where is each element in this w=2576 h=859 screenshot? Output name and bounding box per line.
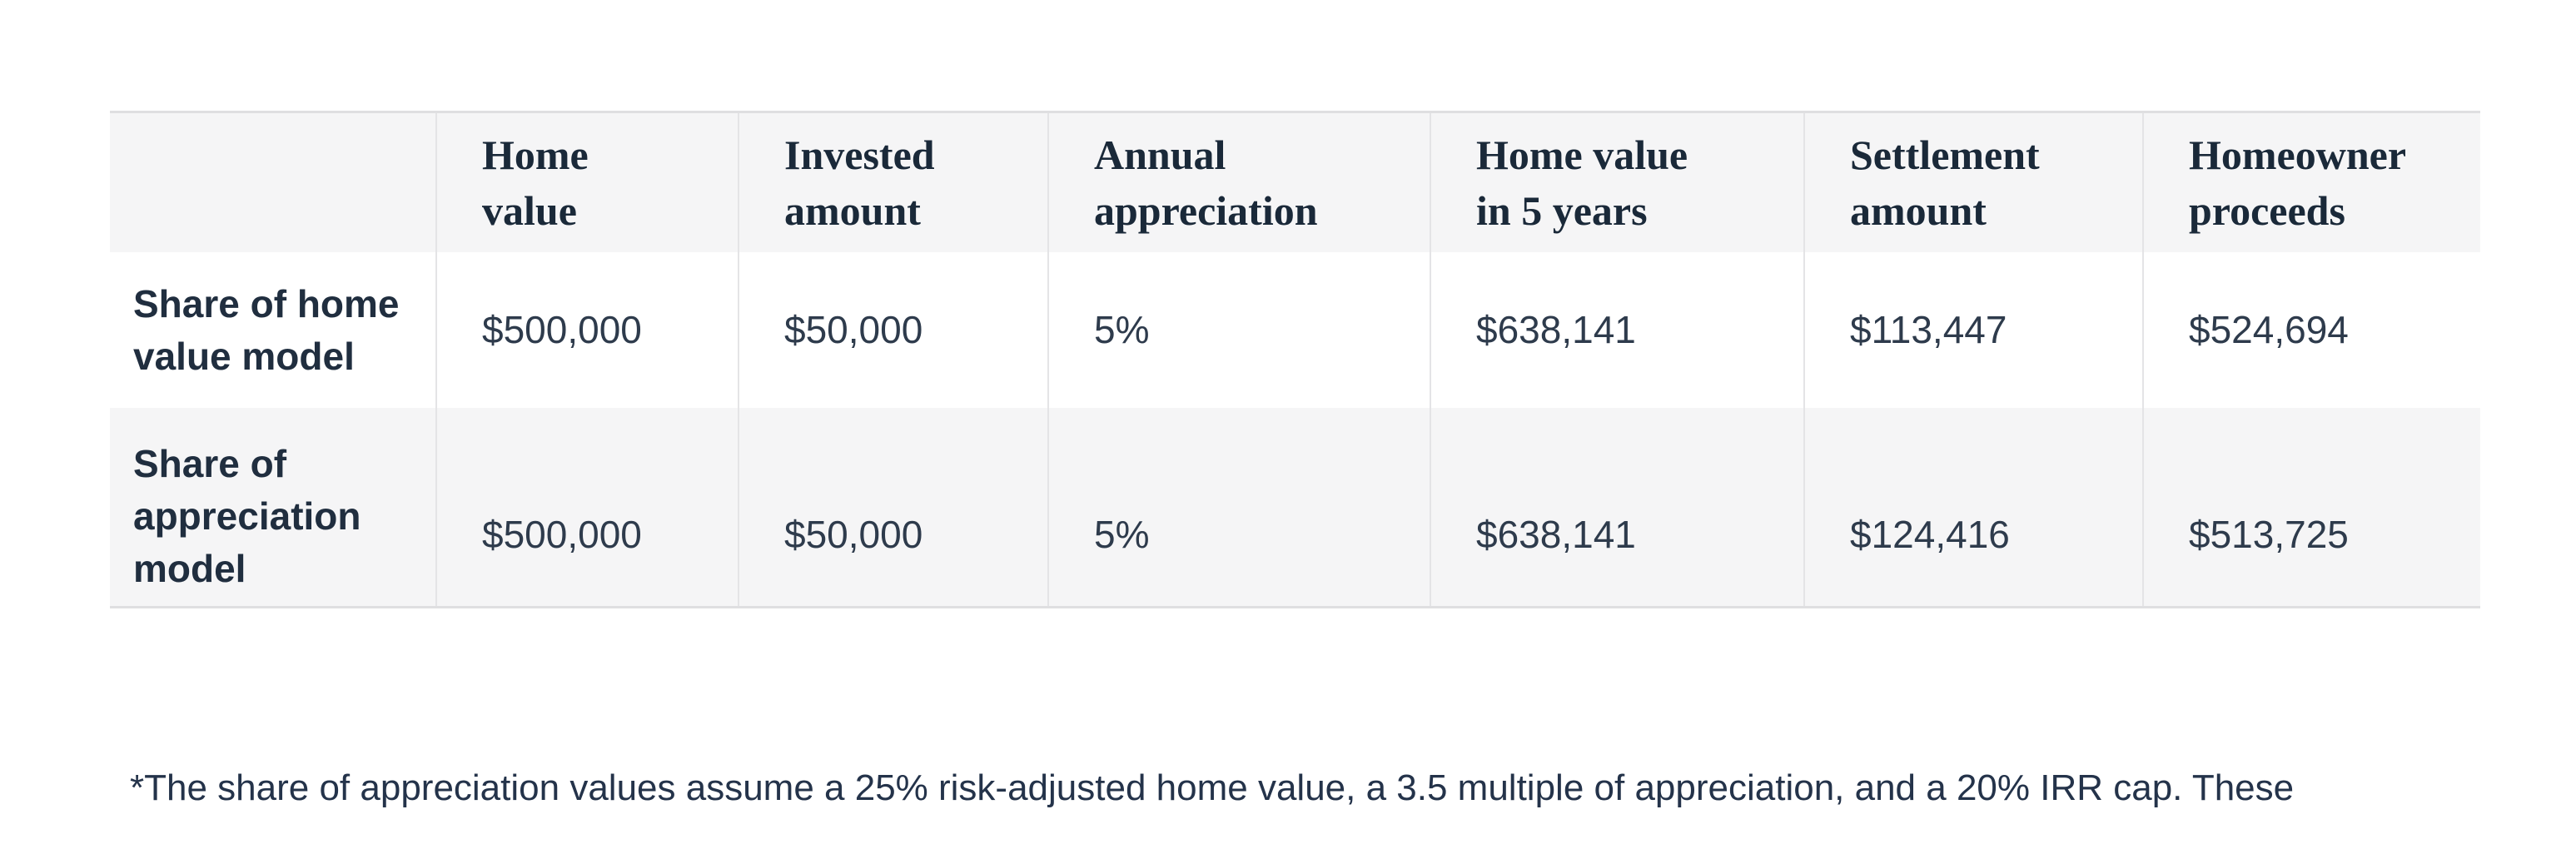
column-header-home-value-in-5-years: Home value in 5 years	[1430, 113, 1804, 252]
corner-header-cell	[110, 113, 436, 252]
cell-row1-home-value: $500,000	[435, 252, 738, 408]
hei-model-comparison-table: Home value Invested amount Annual apprec…	[110, 113, 2480, 606]
cell-row2-homeowner-proceeds: $513,725	[2142, 408, 2480, 606]
column-header-settlement-amount: Settlement amount	[1803, 113, 2143, 252]
column-header-home-value: Home value	[435, 113, 738, 252]
cell-row2-home-value: $500,000	[435, 408, 738, 606]
table-row-share-of-home-value-model: Share of home value model $500,000 $50,0…	[110, 252, 2480, 408]
column-header-invested-amount: Invested amount	[738, 113, 1048, 252]
cell-row1-home-value-in-5-years: $638,141	[1430, 252, 1804, 408]
cell-row2-annual-appreciation: 5%	[1047, 408, 1430, 606]
table-row-share-of-appreciation-model: Share of appreciation model $500,000 $50…	[110, 408, 2480, 606]
cell-row2-home-value-in-5-years: $638,141	[1430, 408, 1804, 606]
footnote: *The share of appreciation values assume…	[130, 651, 2544, 859]
row-label-share-of-appreciation-model: Share of appreciation model	[133, 441, 361, 590]
row-label-share-of-home-value-model: Share of home value model	[133, 281, 400, 378]
comparison-table-container: Home value Invested amount Annual apprec…	[110, 111, 2480, 608]
cell-row2-invested-amount: $50,000	[738, 408, 1048, 606]
cell-row1-homeowner-proceeds: $524,694	[2142, 252, 2480, 408]
table-header-row: Home value Invested amount Annual apprec…	[110, 113, 2480, 252]
cell-row2-settlement-amount: $124,416	[1803, 408, 2143, 606]
cell-row1-invested-amount: $50,000	[738, 252, 1048, 408]
cell-row1-annual-appreciation: 5%	[1047, 252, 1430, 408]
footnote-line-1: *The share of appreciation values assume…	[130, 767, 2295, 808]
column-header-homeowner-proceeds: Homeowner proceeds	[2142, 113, 2480, 252]
cell-row1-settlement-amount: $113,447	[1803, 252, 2143, 408]
column-header-annual-appreciation: Annual appreciation	[1047, 113, 1430, 252]
